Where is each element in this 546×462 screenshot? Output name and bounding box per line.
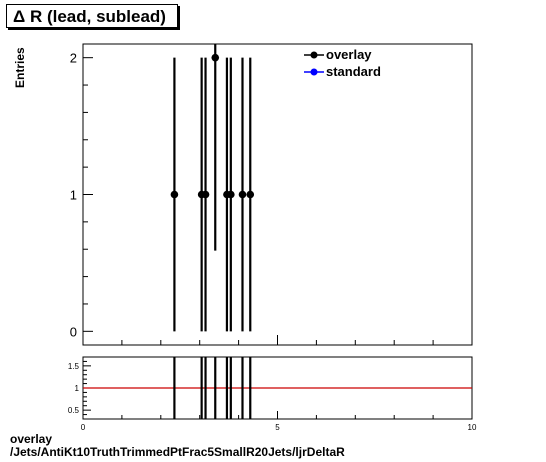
x-tick-label: 0: [81, 423, 86, 432]
data-point: [201, 190, 210, 199]
ratio-point: [229, 386, 233, 390]
ratio-y-tick-label: 1.5: [68, 362, 80, 371]
ratio-axis-ticks: 0.5 1 1.5 0 5 10: [68, 356, 477, 432]
y-tick-label: 2: [70, 51, 77, 66]
data-point: [238, 190, 247, 199]
legend-marker-overlay: [310, 51, 318, 59]
legend: overlay standard: [304, 47, 381, 79]
ratio-y-tick-label: 1: [75, 384, 80, 393]
y-axis-label: Entries: [13, 47, 27, 88]
ratio-data-marks: [83, 357, 472, 419]
main-data-marks: [170, 44, 255, 332]
ratio-point: [200, 386, 203, 390]
data-point: [211, 53, 220, 62]
main-axis-ticks: 0 1 2: [70, 51, 473, 345]
y-tick-label: 1: [70, 188, 77, 203]
ratio-point: [249, 386, 252, 390]
chart-title: Δ R (lead, sublead): [6, 4, 178, 28]
ratio-point: [204, 386, 207, 390]
data-point: [246, 190, 255, 199]
ratio-point: [173, 386, 176, 390]
footer-line-1: overlay: [10, 432, 53, 446]
y-tick-label: 0: [70, 324, 77, 339]
legend-label-standard: standard: [326, 64, 381, 79]
x-tick-label: 10: [468, 423, 477, 432]
ratio-point: [241, 386, 244, 390]
ratio-y-tick-label: 0.5: [68, 406, 80, 415]
main-plot-frame: [82, 43, 473, 346]
legend-marker-standard: [310, 68, 318, 76]
footer-line-2: /Jets/AntiKt10TruthTrimmedPtFrac5SmallR2…: [10, 445, 345, 459]
ratio-point: [225, 386, 229, 390]
legend-label-overlay: overlay: [326, 47, 372, 62]
data-point: [227, 190, 235, 199]
data-point: [170, 190, 179, 199]
x-tick-label: 5: [275, 423, 280, 432]
ratio-point: [214, 386, 217, 390]
